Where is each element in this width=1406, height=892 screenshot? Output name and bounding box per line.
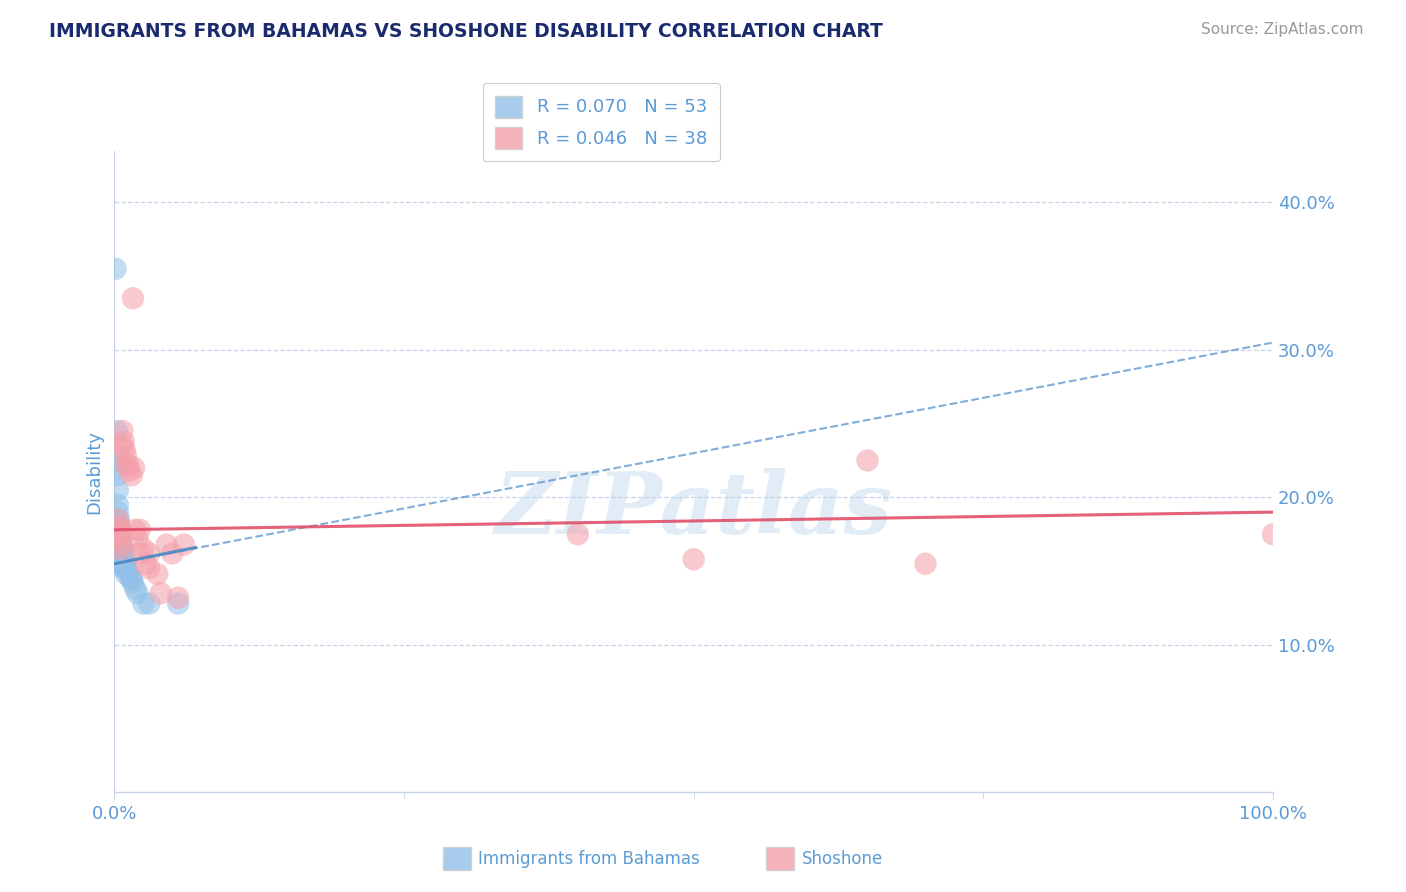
- Point: [127, 532, 149, 546]
- Point: [111, 439, 134, 453]
- Y-axis label: Disability: Disability: [86, 430, 103, 514]
- Text: Shoshone: Shoshone: [801, 849, 883, 868]
- Point: [129, 546, 152, 560]
- Point: [114, 552, 136, 566]
- Point: [108, 527, 131, 541]
- Point: [111, 541, 134, 556]
- Point: [118, 464, 141, 478]
- Point: [108, 527, 131, 541]
- Point: [173, 537, 195, 551]
- Point: [112, 546, 135, 560]
- Point: [132, 541, 155, 556]
- Point: [107, 498, 129, 512]
- Point: [108, 512, 131, 526]
- Point: [108, 537, 131, 551]
- Point: [124, 523, 146, 537]
- Point: [108, 523, 131, 537]
- Point: [108, 557, 131, 571]
- Point: [122, 575, 145, 590]
- Point: [110, 546, 132, 560]
- Point: [108, 532, 131, 546]
- Point: [155, 537, 177, 551]
- Point: [682, 552, 704, 566]
- Point: [108, 532, 131, 546]
- Point: [108, 516, 131, 531]
- Point: [120, 572, 142, 586]
- Point: [567, 527, 589, 541]
- Point: [114, 443, 136, 458]
- Point: [110, 527, 132, 541]
- Point: [138, 597, 160, 611]
- Point: [110, 537, 132, 551]
- Point: [107, 468, 129, 483]
- Point: [107, 461, 129, 475]
- Point: [110, 532, 132, 546]
- Text: Immigrants from Bahamas: Immigrants from Bahamas: [478, 849, 700, 868]
- Point: [124, 582, 146, 596]
- Point: [108, 541, 131, 556]
- Point: [111, 557, 134, 571]
- Point: [107, 483, 129, 497]
- Point: [108, 541, 131, 556]
- Point: [135, 557, 157, 571]
- Point: [112, 561, 135, 575]
- Point: [108, 552, 131, 566]
- Point: [146, 567, 169, 582]
- Point: [138, 546, 160, 560]
- Point: [115, 567, 138, 582]
- Point: [104, 261, 127, 276]
- Point: [117, 564, 139, 578]
- Point: [108, 523, 131, 537]
- Text: Source: ZipAtlas.com: Source: ZipAtlas.com: [1201, 22, 1364, 37]
- Point: [110, 552, 132, 566]
- Point: [122, 291, 145, 305]
- Point: [110, 557, 132, 571]
- Point: [122, 461, 145, 475]
- Point: [149, 586, 172, 600]
- Point: [132, 597, 155, 611]
- Point: [112, 557, 135, 571]
- Point: [115, 458, 138, 472]
- Point: [167, 591, 190, 605]
- Point: [107, 512, 129, 526]
- Point: [110, 541, 132, 556]
- Point: [162, 546, 184, 560]
- Point: [108, 532, 131, 546]
- Point: [108, 523, 131, 537]
- Point: [117, 458, 139, 472]
- Point: [115, 557, 138, 571]
- Point: [112, 552, 135, 566]
- Point: [105, 424, 128, 438]
- Point: [111, 424, 134, 438]
- Point: [121, 572, 143, 586]
- Point: [107, 505, 129, 519]
- Point: [110, 537, 132, 551]
- Point: [111, 546, 134, 560]
- Point: [115, 561, 138, 575]
- Point: [111, 552, 134, 566]
- Text: IMMIGRANTS FROM BAHAMAS VS SHOSHONE DISABILITY CORRELATION CHART: IMMIGRANTS FROM BAHAMAS VS SHOSHONE DISA…: [49, 22, 883, 41]
- Point: [114, 557, 136, 571]
- Point: [112, 434, 135, 449]
- Point: [114, 561, 136, 575]
- Point: [127, 586, 149, 600]
- Point: [107, 453, 129, 467]
- Text: ZIPatlas: ZIPatlas: [495, 468, 893, 552]
- Point: [108, 537, 131, 551]
- Point: [167, 597, 190, 611]
- Point: [108, 541, 131, 556]
- Point: [108, 520, 131, 534]
- Point: [138, 561, 160, 575]
- Point: [115, 449, 138, 463]
- Point: [129, 523, 152, 537]
- Point: [914, 557, 936, 571]
- Point: [108, 527, 131, 541]
- Point: [108, 546, 131, 560]
- Point: [1261, 527, 1284, 541]
- Point: [856, 453, 879, 467]
- Point: [108, 546, 131, 560]
- Legend: R = 0.070   N = 53, R = 0.046   N = 38: R = 0.070 N = 53, R = 0.046 N = 38: [482, 83, 720, 161]
- Point: [121, 468, 143, 483]
